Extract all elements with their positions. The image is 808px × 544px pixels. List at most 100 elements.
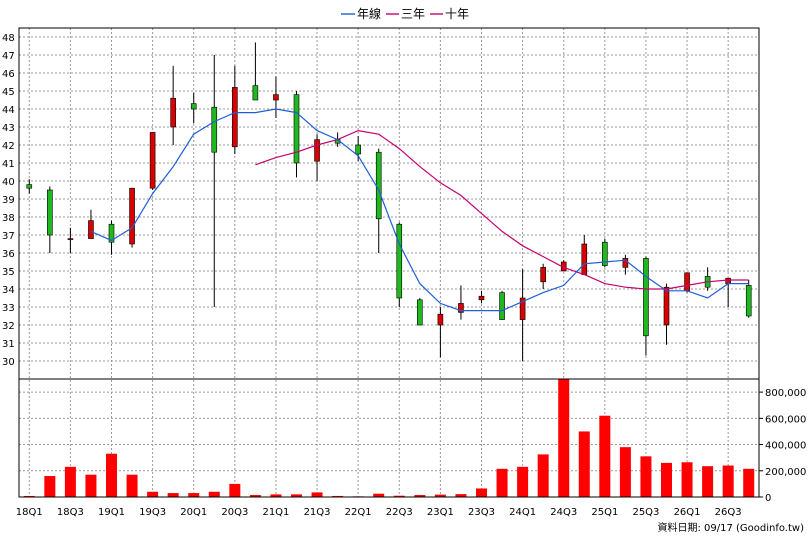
volume-tick-label: 400,000 (765, 441, 806, 452)
volume-bar (270, 494, 282, 497)
data-date-footer: 資料日期: 09/17 (Goodinfo.tw) (657, 521, 804, 534)
volume-tick-label: 0 (765, 493, 771, 504)
price-tick-label: 32 (2, 321, 15, 332)
volume-bar (476, 488, 487, 497)
volume-bar (722, 465, 734, 497)
moving-average-lines (90, 108, 749, 312)
price-tick-label: 45 (2, 87, 15, 98)
candle-body (170, 97, 176, 128)
candle-body (26, 184, 33, 189)
chart-axes: 30 31 32 33 34 35 36 37 38 39 40 41 42 43 44 45 46 47 48 0 2… (2, 27, 806, 518)
candle-body (684, 272, 690, 292)
candle-body (47, 189, 53, 236)
volume-bar (702, 466, 714, 497)
candle-body (396, 223, 403, 299)
volume-bar (373, 493, 385, 497)
x-tick-label: 25Q1 (591, 507, 618, 518)
x-tick-label: 21Q3 (304, 507, 331, 518)
x-tick-label: 23Q3 (468, 507, 495, 518)
volume-bar (106, 453, 117, 497)
price-tick-label: 33 (2, 303, 15, 314)
plot-frame (18, 27, 760, 498)
chart-legend: 年線 三年 十年 (341, 6, 469, 21)
candle-body (602, 241, 608, 266)
candle-body (273, 94, 279, 101)
candle-body (293, 94, 300, 164)
candle-body (211, 106, 218, 153)
volume-bar (558, 379, 570, 497)
candle-body (499, 292, 505, 320)
price-tick-label: 31 (2, 339, 15, 350)
price-tick-label: 46 (2, 69, 15, 80)
volume-bar (537, 454, 549, 497)
volume-bar (743, 468, 755, 497)
candle-body (232, 87, 238, 148)
candle-body (745, 285, 752, 317)
candle-body (129, 187, 135, 245)
legend-label-year: 年線 (357, 6, 381, 21)
candle-body (108, 223, 115, 243)
price-tick-label: 40 (2, 177, 15, 188)
candle-body (437, 313, 444, 326)
x-tick-label: 24Q1 (509, 507, 536, 518)
volume-bar (64, 466, 76, 497)
volume-bar (640, 456, 652, 497)
candle-body (149, 132, 156, 189)
price-tick-label: 43 (2, 123, 15, 134)
x-tick-label: 19Q3 (139, 507, 166, 518)
volume-bar (619, 447, 631, 497)
x-tick-label: 18Q1 (16, 507, 43, 518)
x-tick-label: 26Q1 (674, 507, 701, 518)
price-tick-label: 36 (2, 249, 15, 260)
volume-bar (44, 476, 56, 497)
candle-body (417, 299, 423, 326)
volume-bar (85, 474, 97, 497)
x-tick-label: 18Q3 (57, 507, 84, 518)
x-tick-label: 21Q1 (262, 507, 289, 518)
volume-tick-label: 800,000 (765, 388, 806, 399)
volume-bars (23, 379, 755, 498)
price-tick-label: 39 (2, 195, 15, 206)
volume-bar (126, 474, 138, 497)
x-tick-label: 20Q1 (180, 507, 207, 518)
x-tick-label: 19Q1 (98, 507, 125, 518)
candle-body (375, 151, 382, 220)
candle-body (725, 277, 731, 284)
volume-bar (23, 495, 35, 497)
volume-bar (311, 492, 323, 497)
price-tick-label: 48 (2, 33, 15, 44)
chart-grid (19, 28, 759, 497)
price-tick-label: 42 (2, 141, 15, 152)
x-tick-label: 26Q3 (715, 507, 742, 518)
candle-body (67, 238, 74, 240)
candle-body (643, 258, 649, 337)
x-tick-label: 20Q3 (221, 507, 248, 518)
volume-bar (188, 493, 200, 497)
candle-body (519, 297, 526, 320)
price-tick-label: 47 (2, 51, 15, 62)
volume-bar (681, 462, 693, 497)
candle-body (458, 303, 464, 313)
volume-bar (496, 468, 508, 497)
candle-body (663, 286, 670, 326)
volume-bar (434, 494, 446, 497)
legend-label-three-year: 三年 (401, 7, 425, 21)
price-tick-label: 37 (2, 231, 15, 242)
x-tick-label: 22Q1 (345, 507, 372, 518)
price-tick-label: 44 (2, 105, 15, 116)
volume-bar (229, 483, 241, 497)
volume-bar (249, 495, 261, 497)
x-tick-label: 23Q1 (427, 507, 454, 518)
candle-body (581, 243, 588, 275)
x-tick-label: 22Q3 (386, 507, 413, 518)
candle-body (190, 103, 197, 110)
volume-bar (291, 494, 302, 497)
volume-bar (414, 495, 426, 497)
volume-tick-label: 200,000 (765, 467, 806, 478)
candle-body (314, 139, 320, 162)
price-tick-label: 41 (2, 159, 15, 170)
volume-bar (208, 491, 220, 497)
price-tick-label: 34 (2, 285, 15, 296)
candle-body (540, 267, 546, 283)
